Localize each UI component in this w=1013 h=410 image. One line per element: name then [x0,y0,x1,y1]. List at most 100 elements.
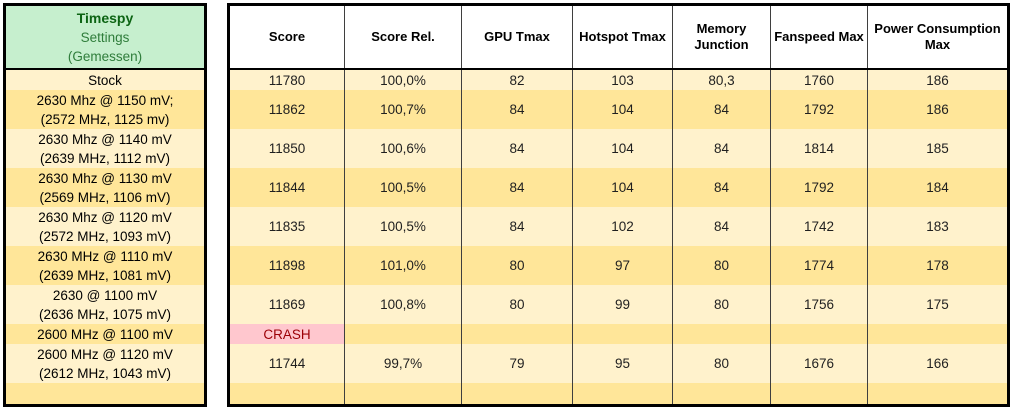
power-max-cell: 178 [926,258,949,273]
memory-junction-cell: 84 [673,90,771,129]
setting-row: Stock [6,70,204,90]
filler-row [230,383,1007,404]
score-rel-cell: 100,8% [345,285,462,324]
score-cell: 11744 [230,344,345,383]
fanspeed-max-cell: 1814 [771,129,868,168]
column-header-hotspot-tmax: Hotspot Tmax [573,6,673,68]
fanspeed-max-cell: 1742 [771,207,868,246]
column-header-power-consumption-max: Power Consumption Max [874,21,1001,52]
score-cell: 11862 [230,90,345,129]
power-max-cell: 185 [926,141,949,156]
score-cell: 11844 [230,168,345,207]
table-row-crash: CRASH [230,324,1007,344]
hotspot-tmax-cell: 104 [573,168,673,207]
filler-row [6,383,204,404]
column-header-gpu-tmax: GPU Tmax [462,6,573,68]
empty-cell [230,383,345,404]
gpu-tmax-cell: 82 [462,70,573,90]
hotspot-tmax-cell: 97 [573,246,673,285]
power-max-cell: 186 [926,102,949,117]
setting-label: 2600 MHz @ 1120 mV [37,346,173,362]
setting-sublabel: (2569 MHz, 1106 mV) [39,189,171,205]
power-max-cell: 183 [926,219,949,234]
fanspeed-max-cell: 1792 [771,90,868,129]
hotspot-tmax-cell: 102 [573,207,673,246]
setting-label: 2630 @ 1100 mV [52,287,158,303]
column-header-score: Score [230,6,345,68]
power-max-cell [868,324,1007,344]
fanspeed-max-cell: 1676 [771,344,868,383]
power-max-cell: 175 [926,297,949,312]
panel-title: Timespy [76,9,134,26]
memory-junction-cell [673,324,771,344]
hotspot-tmax-cell: 95 [573,344,673,383]
settings-panel: Timespy Settings (Gemessen) Stock 2630 M… [3,3,207,407]
score-rel-cell: 100,7% [345,90,462,129]
score-rel-cell: 101,0% [345,246,462,285]
memory-junction-cell: 84 [673,168,771,207]
gpu-tmax-cell: 84 [462,129,573,168]
table-row: 11744 99,7% 79 95 80 1676 166 [230,344,1007,383]
table-row: 11898 101,0% 80 97 80 1774 178 [230,246,1007,285]
setting-label: 2630 Mhz @ 1130 mV [38,170,172,186]
hotspot-tmax-cell: 104 [573,129,673,168]
setting-label: Stock [88,72,122,88]
empty-cell [771,383,868,404]
score-rel-cell: 100,6% [345,129,462,168]
column-header-memory-junction: Memory Junction [673,6,771,68]
score-rel-cell [345,324,462,344]
setting-sublabel: (2572 MHz, 1125 mv) [40,111,170,127]
gpu-tmax-cell: 84 [462,207,573,246]
empty-cell [868,383,1007,404]
setting-sublabel: (2639 MHz, 1081 mV) [38,267,172,283]
results-table: Score Score Rel. GPU Tmax Hotspot Tmax M… [227,3,1010,407]
power-max-cell: 186 [926,72,949,88]
setting-row: 2630 Mhz @ 1140 mV (2639 MHz, 1112 mV) [6,129,204,168]
setting-row: 2630 MHz @ 1110 mV (2639 MHz, 1081 mV) [6,246,204,285]
table-row: 11835 100,5% 84 102 84 1742 183 [230,207,1007,246]
setting-sublabel: (2572 MHz, 1093 mV) [38,228,172,244]
score-rel-cell: 100,5% [345,168,462,207]
score-cell: 11835 [230,207,345,246]
fanspeed-max-cell: 1774 [771,246,868,285]
setting-row: 2630 Mhz @ 1130 mV (2569 MHz, 1106 mV) [6,168,204,207]
fanspeed-max-cell: 1760 [771,70,868,90]
hotspot-tmax-cell: 99 [573,285,673,324]
setting-label: 2630 MHz @ 1110 mV [37,248,173,264]
score-cell: 11850 [230,129,345,168]
hotspot-tmax-cell [573,324,673,344]
empty-cell [345,383,462,404]
panel-subtitle: Settings [80,29,130,45]
fanspeed-max-cell: 1756 [771,285,868,324]
hotspot-tmax-cell: 104 [573,90,673,129]
setting-label: 2630 Mhz @ 1120 mV [38,209,172,225]
power-max-cell: 166 [926,356,949,371]
score-rel-cell: 100,0% [345,70,462,90]
gpu-tmax-cell: 84 [462,90,573,129]
empty-cell [673,383,771,404]
score-rel-cell: 99,7% [345,344,462,383]
memory-junction-cell: 80,3 [673,70,771,90]
setting-row: 2600 MHz @ 1120 mV (2612 MHz, 1043 mV) [6,344,204,383]
setting-label: 2630 Mhz @ 1150 mV; [36,92,174,108]
setting-label: 2600 MHz @ 1100 mV [37,326,173,342]
settings-panel-header: Timespy Settings (Gemessen) [6,6,204,70]
results-header-row: Score Score Rel. GPU Tmax Hotspot Tmax M… [230,6,1007,70]
setting-label: 2630 Mhz @ 1140 mV [38,131,172,147]
fanspeed-max-cell [771,324,868,344]
score-cell: 11869 [230,285,345,324]
setting-sublabel: (2636 MHz, 1075 mV) [38,306,172,322]
empty-cell [573,383,673,404]
table-row: 11780 100,0% 82 103 80,3 1760 186 [230,70,1007,90]
setting-sublabel: (2612 MHz, 1043 mV) [38,365,172,381]
column-header-score-rel: Score Rel. [345,6,462,68]
table-row: 11869 100,8% 80 99 80 1756 175 [230,285,1007,324]
column-header-fanspeed-max: Fanspeed Max [771,6,868,68]
empty-cell [462,383,573,404]
power-max-cell: 184 [926,180,949,195]
gpu-tmax-cell [462,324,573,344]
table-row: 11850 100,6% 84 104 84 1814 185 [230,129,1007,168]
score-cell: 11780 [230,70,345,90]
setting-row: 2600 MHz @ 1100 mV [6,324,204,344]
